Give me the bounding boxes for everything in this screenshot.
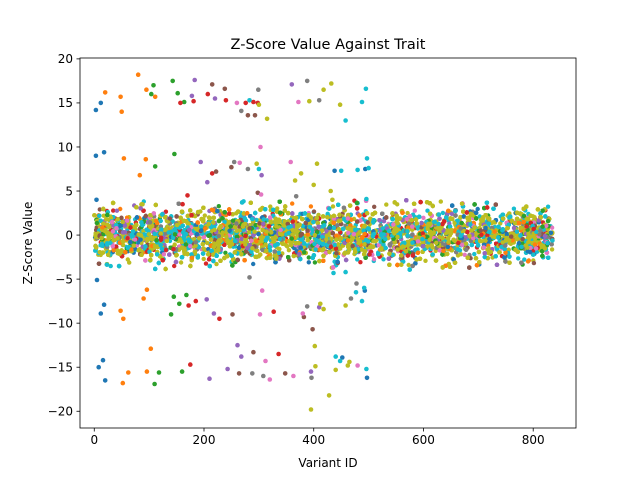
band-point bbox=[545, 204, 551, 209]
band-point bbox=[472, 251, 477, 257]
band-point bbox=[376, 243, 381, 248]
band-point bbox=[311, 209, 317, 214]
band-point bbox=[203, 261, 209, 266]
band-point bbox=[275, 206, 280, 211]
band-point bbox=[440, 210, 446, 216]
band-point bbox=[405, 210, 410, 216]
band-point bbox=[111, 208, 116, 213]
band-point bbox=[381, 257, 386, 262]
band-point bbox=[412, 208, 417, 213]
band-point bbox=[108, 263, 113, 269]
band-point bbox=[254, 217, 259, 223]
band-point bbox=[97, 207, 103, 212]
band-point bbox=[121, 242, 126, 248]
band-point bbox=[201, 256, 206, 262]
band-point bbox=[216, 204, 221, 209]
band-point bbox=[167, 238, 173, 244]
band-point bbox=[358, 260, 363, 265]
band-point bbox=[312, 260, 318, 265]
band-point bbox=[458, 252, 463, 257]
band-point bbox=[206, 246, 211, 252]
band-point bbox=[511, 206, 517, 211]
band-point bbox=[202, 213, 207, 218]
band-point bbox=[355, 257, 360, 262]
band-point bbox=[306, 255, 311, 260]
band-point bbox=[251, 261, 256, 267]
band-point bbox=[381, 219, 387, 224]
band-point bbox=[531, 260, 537, 266]
band-point bbox=[522, 257, 527, 262]
band-point bbox=[268, 204, 273, 209]
band-point bbox=[514, 236, 519, 242]
band-point bbox=[371, 257, 377, 262]
band-point bbox=[532, 215, 537, 220]
band-point bbox=[449, 211, 455, 216]
band-point bbox=[549, 247, 555, 252]
band-point bbox=[201, 246, 206, 251]
band-point bbox=[330, 204, 336, 209]
band-point bbox=[525, 259, 531, 264]
band-point bbox=[205, 240, 210, 246]
band-point bbox=[308, 204, 314, 209]
band-point bbox=[462, 252, 467, 257]
band-point bbox=[223, 250, 228, 255]
band-point bbox=[506, 247, 511, 252]
band-point bbox=[214, 261, 219, 267]
band-point bbox=[238, 214, 243, 219]
band-point bbox=[286, 248, 292, 253]
band-point bbox=[178, 260, 184, 265]
band-point bbox=[114, 208, 120, 213]
band-point bbox=[438, 199, 443, 204]
band-point bbox=[477, 214, 482, 219]
band-point bbox=[549, 225, 555, 230]
band-point bbox=[101, 213, 107, 218]
band-point bbox=[406, 262, 411, 268]
band-point bbox=[475, 206, 480, 212]
band-point bbox=[172, 263, 177, 269]
band-point bbox=[423, 258, 428, 263]
band-point bbox=[306, 260, 311, 265]
band-point bbox=[384, 202, 389, 207]
band-point bbox=[498, 221, 503, 226]
band-point bbox=[497, 239, 502, 244]
band-point bbox=[372, 204, 377, 209]
band-point bbox=[421, 215, 426, 220]
band-point bbox=[127, 260, 132, 265]
band-point bbox=[118, 206, 123, 212]
dense-band-layer bbox=[92, 198, 555, 272]
band-point bbox=[290, 201, 295, 206]
band-point bbox=[516, 256, 521, 261]
band-point bbox=[425, 208, 430, 213]
